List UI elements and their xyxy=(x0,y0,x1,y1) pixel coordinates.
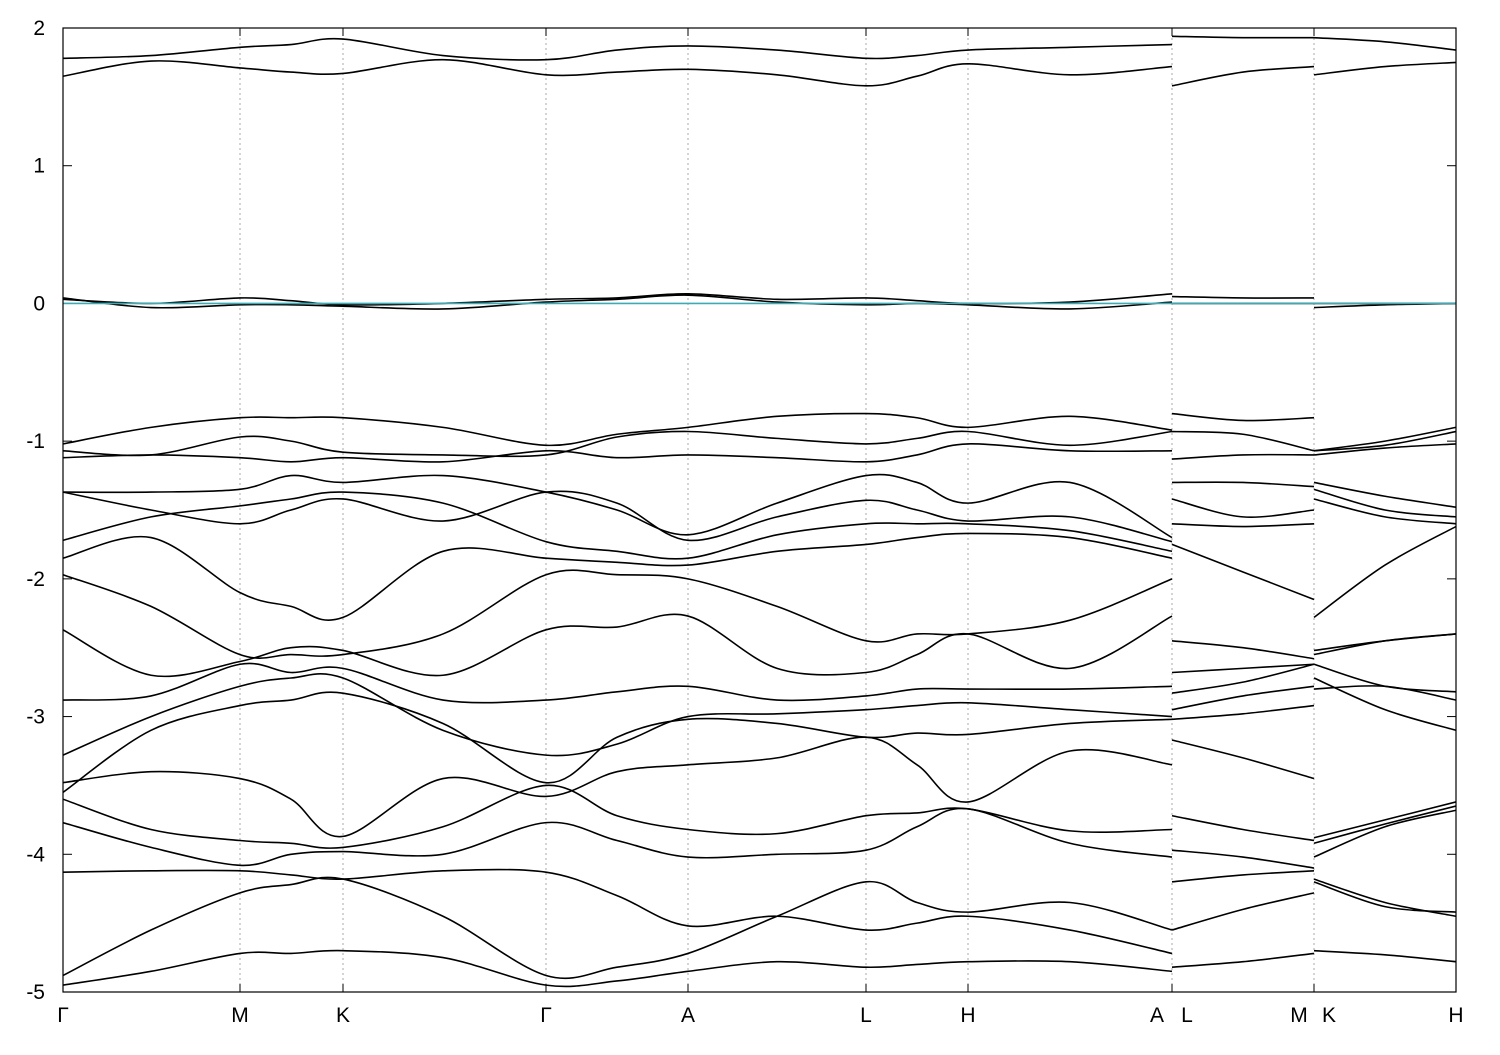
band-line xyxy=(63,35,1456,61)
band-line xyxy=(63,525,1456,621)
y-tick-label: 0 xyxy=(33,292,45,315)
x-tick-label: A xyxy=(1150,1004,1164,1027)
x-tick-label: H xyxy=(1448,1004,1463,1027)
x-tick-label: L xyxy=(1181,1004,1193,1027)
y-tick-label: -4 xyxy=(26,843,45,866)
x-tick-label: M xyxy=(1290,1004,1308,1027)
y-tick-label: -1 xyxy=(26,430,45,453)
band-line xyxy=(63,473,1456,539)
y-tick-label: -2 xyxy=(26,568,45,591)
x-tick-label: A xyxy=(681,1004,695,1027)
band-line xyxy=(63,876,1456,980)
band-line xyxy=(63,443,1456,463)
band-line xyxy=(63,488,1456,543)
plot-frame xyxy=(62,27,1457,993)
band-line xyxy=(63,784,1456,849)
band-line xyxy=(63,569,1456,660)
x-tick-label: Γ xyxy=(57,1004,69,1027)
band-line xyxy=(63,807,1456,869)
x-tick-label: L xyxy=(860,1004,872,1027)
band-line xyxy=(63,491,1456,560)
band-line xyxy=(63,613,1456,678)
x-tick-label: H xyxy=(960,1004,975,1027)
x-tick-label: K xyxy=(1322,1004,1336,1027)
y-tick-label: -3 xyxy=(26,706,45,729)
band-line xyxy=(63,949,1456,988)
x-tick-label: Γ xyxy=(540,1004,552,1027)
band-line xyxy=(63,663,1456,757)
band-line xyxy=(63,868,1456,955)
y-tick-label: 1 xyxy=(33,155,45,178)
y-tick-label: 2 xyxy=(33,17,45,40)
x-tick-label: M xyxy=(231,1004,249,1027)
band-line xyxy=(63,685,1456,793)
band-line xyxy=(63,736,1456,839)
band-line xyxy=(63,412,1456,452)
band-line xyxy=(63,58,1456,87)
y-tick-label: -5 xyxy=(26,981,45,1004)
band-line xyxy=(63,430,1456,458)
x-tick-label: K xyxy=(336,1004,350,1027)
band-line xyxy=(63,662,1456,732)
